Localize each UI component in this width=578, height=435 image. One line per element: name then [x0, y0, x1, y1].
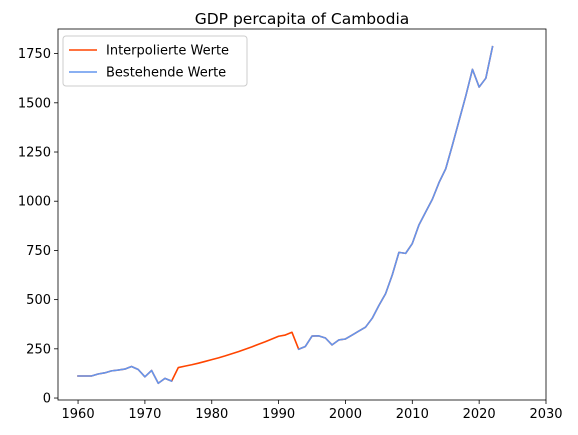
y-tick-label: 1250 [18, 146, 51, 161]
x-tick-label: 1970 [128, 407, 161, 422]
plot-frame [57, 28, 547, 401]
y-axis: 0 250 500 750 1000 1250 1500 1750 [18, 47, 58, 407]
x-tick-label: 2000 [329, 407, 362, 422]
x-tick-label: 1990 [262, 407, 295, 422]
y-tick-label: 0 [43, 392, 51, 407]
series-line-bestehende-werte [77, 45, 494, 385]
legend-box [62, 35, 248, 87]
legend: Interpolierte Werte Bestehende Werte [62, 35, 248, 87]
x-tick-label: 1960 [62, 407, 95, 422]
x-tick-label: 1980 [195, 407, 228, 422]
legend-label-bestehende-werte: Bestehende Werte [106, 66, 226, 81]
y-tick-label: 250 [26, 342, 51, 357]
x-tick-label: 2030 [529, 407, 562, 422]
y-tick-label: 1500 [18, 96, 51, 111]
y-tick-label: 1000 [18, 195, 51, 210]
y-tick-label: 500 [26, 293, 51, 308]
x-tick-label: 2020 [463, 407, 496, 422]
y-tick-label: 750 [26, 244, 51, 259]
x-tick-label: 2010 [396, 407, 429, 422]
y-tick-label: 1750 [18, 47, 51, 62]
legend-label-interpolierte-werte: Interpolierte Werte [106, 44, 229, 59]
chart-title: GDP percapita of Cambodia [195, 10, 410, 28]
plot-area [77, 45, 494, 385]
x-axis: 1960 1970 1980 1990 2000 2010 2020 2030 [62, 400, 563, 422]
